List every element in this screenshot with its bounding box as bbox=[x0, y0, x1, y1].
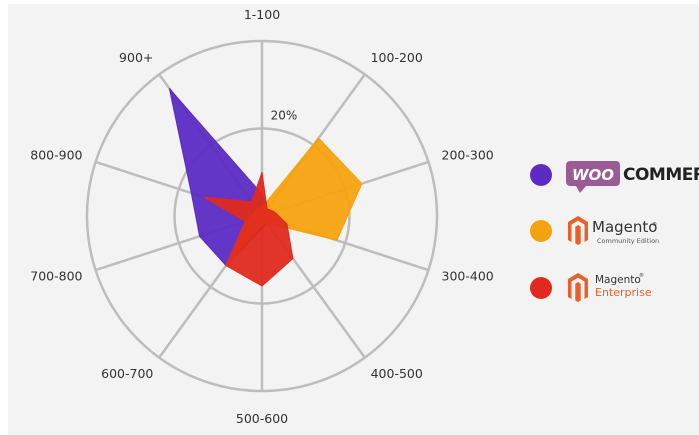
woo-word-text: COMMERCE bbox=[623, 165, 699, 185]
magento-ce-sub: Community Edition bbox=[597, 237, 659, 245]
woo-badge-text: WOO bbox=[572, 166, 614, 184]
radar-category-label: 100-200 bbox=[371, 50, 423, 65]
radar-series-magento-enterprise bbox=[203, 171, 294, 287]
magento-ee-word: Magento bbox=[595, 274, 641, 286]
radar-category-label: 300-400 bbox=[442, 268, 494, 283]
radar-category-label: 500-600 bbox=[236, 411, 288, 426]
radar-category-label: 900+ bbox=[119, 50, 153, 65]
magento-ee-sub: Enterprise bbox=[595, 286, 652, 299]
radar-category-label: 1-100 bbox=[244, 7, 280, 22]
radar-series bbox=[168, 88, 363, 287]
magento-ee-registered: ® bbox=[639, 272, 644, 279]
legend-item-woocommerce: WOO COMMERCE bbox=[530, 161, 699, 193]
radar-ring-label: 20% bbox=[271, 109, 298, 123]
legend-item-magento-ce: Magento ® Community Edition bbox=[530, 216, 659, 245]
left-border bbox=[0, 0, 8, 435]
radar-axis-labels: 20% 1-100 100-200 200-300 300-400 400-500 500-… bbox=[30, 7, 494, 426]
radar-category-label: 200-300 bbox=[442, 148, 494, 163]
legend: WOO COMMERCE Magento ® Community Edition bbox=[530, 161, 699, 302]
radar-category-label: 700-800 bbox=[30, 268, 82, 283]
legend-marker-woocommerce bbox=[530, 164, 552, 186]
magento-logo-icon bbox=[568, 216, 588, 245]
top-border bbox=[0, 0, 699, 4]
legend-marker-magento-ee bbox=[530, 277, 552, 299]
magento-ce-registered: ® bbox=[652, 221, 657, 228]
radar-category-label: 400-500 bbox=[371, 366, 423, 381]
radar-category-label: 800-900 bbox=[30, 148, 82, 163]
magento-enterprise-logo-icon bbox=[568, 273, 588, 302]
magento-ce-word: Magento bbox=[592, 218, 657, 236]
radar-category-label: 600-700 bbox=[101, 366, 153, 381]
legend-item-magento-ee: Magento ® Enterprise bbox=[530, 272, 652, 302]
woocommerce-logo-icon: WOO bbox=[566, 161, 620, 193]
legend-marker-magento-ce bbox=[530, 220, 552, 242]
